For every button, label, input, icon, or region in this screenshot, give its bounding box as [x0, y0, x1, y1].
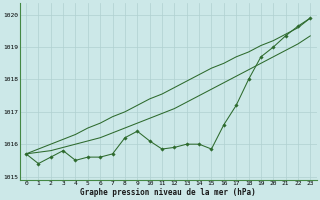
X-axis label: Graphe pression niveau de la mer (hPa): Graphe pression niveau de la mer (hPa) [80, 188, 256, 197]
